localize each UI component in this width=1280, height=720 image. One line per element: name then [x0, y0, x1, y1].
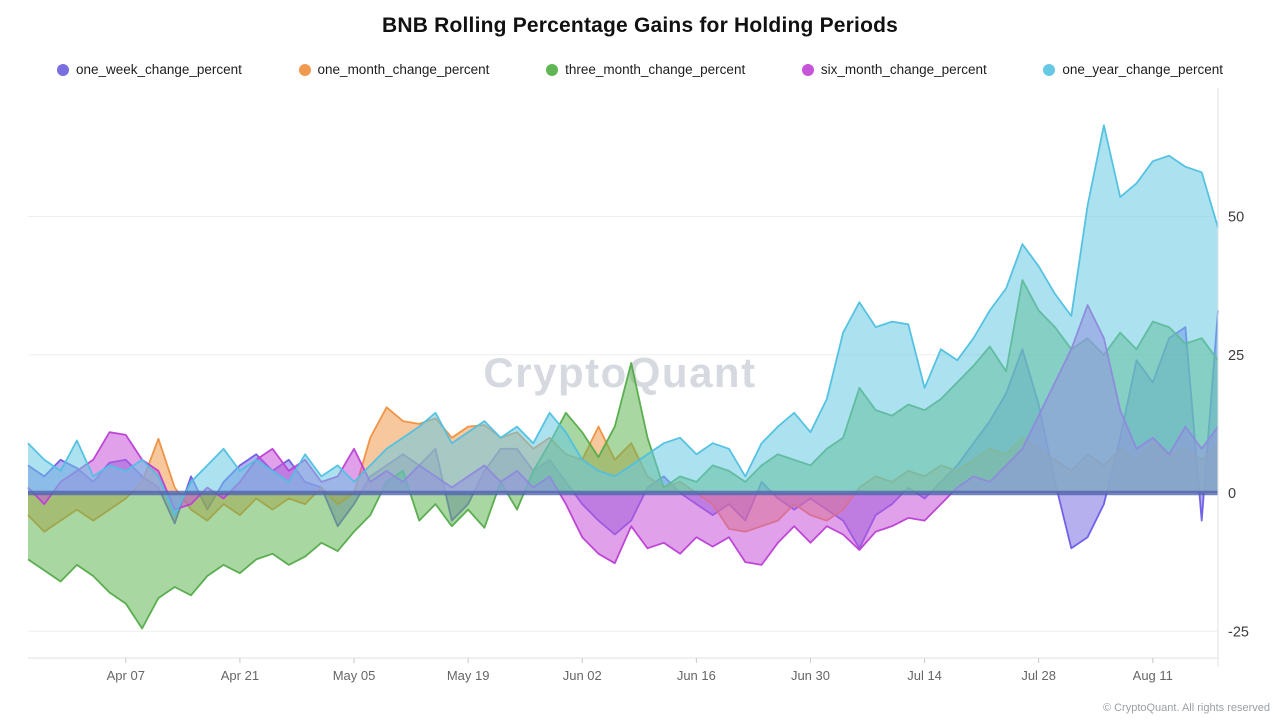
legend-item-six_month_change_percent[interactable]: six_month_change_percent	[801, 62, 987, 77]
y-tick-label-50: 50	[1228, 210, 1244, 226]
line-one_year_change_percent	[27, 124, 1219, 516]
legend: one_week_change_percent one_month_change_…	[57, 62, 1223, 77]
legend-dot-icon	[546, 63, 559, 76]
area-six_month_change_percent	[28, 305, 1218, 565]
x-tick-label-Jun 16: Jun 16	[677, 668, 716, 683]
legend-item-label: one_month_change_percent	[317, 62, 490, 77]
legend-dot-icon	[298, 63, 311, 76]
y-tick-label-25: 25	[1228, 348, 1244, 364]
copyright-note: © CryptoQuant. All rights reserved	[1102, 702, 1270, 714]
x-tick-label-May 05: May 05	[333, 668, 376, 683]
x-tick-label-Jul 14: Jul 14	[907, 668, 942, 683]
legend-dot-icon	[1043, 63, 1056, 76]
legend-item-one_year_change_percent[interactable]: one_year_change_percent	[1043, 62, 1223, 77]
x-tick-label-Jun 02: Jun 02	[563, 668, 602, 683]
area-one_year_change_percent	[28, 125, 1218, 516]
area-three_month_change_percent	[28, 280, 1218, 629]
legend-item-label: one_week_change_percent	[76, 62, 242, 77]
legend-item-label: one_year_change_percent	[1062, 62, 1223, 77]
legend-item-label: three_month_change_percent	[565, 62, 746, 77]
legend-dot-icon	[801, 63, 814, 76]
legend-item-label: six_month_change_percent	[820, 62, 987, 77]
legend-item-three_month_change_percent[interactable]: three_month_change_percent	[546, 62, 745, 77]
legend-item-one_week_change_percent[interactable]: one_week_change_percent	[57, 62, 242, 77]
x-tick-label-Jul 28: Jul 28	[1021, 668, 1056, 683]
y-tick-label--25: -25	[1228, 624, 1249, 640]
x-tick-label-Jun 30: Jun 30	[791, 668, 830, 683]
legend-item-one_month_change_percent[interactable]: one_month_change_percent	[298, 62, 490, 77]
x-tick-label-Apr 07: Apr 07	[107, 668, 145, 683]
legend-dot-icon	[57, 63, 69, 76]
x-tick-label-Apr 21: Apr 21	[221, 668, 259, 683]
watermark: CryptoQuant	[483, 349, 756, 396]
y-tick-label-0: 0	[1228, 486, 1236, 502]
x-tick-label-May 19: May 19	[447, 668, 490, 683]
chart-title: BNB Rolling Percentage Gains for Holding…	[382, 14, 898, 37]
x-tick-label-Aug 11: Aug 11	[1133, 668, 1173, 683]
